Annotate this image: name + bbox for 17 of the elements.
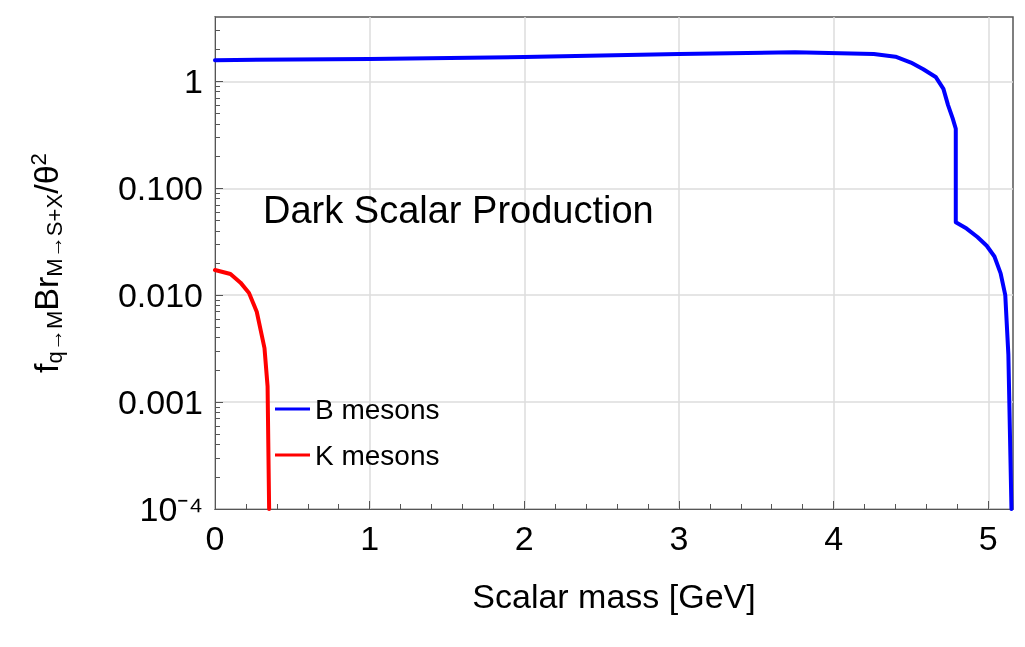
y-tick-label: 0.100 bbox=[117, 169, 203, 208]
x-tick-label: 0 bbox=[205, 519, 225, 557]
y-tick-label: 0.010 bbox=[117, 276, 203, 315]
legend-label: K mesons bbox=[315, 439, 440, 471]
y-tick-label: 1 bbox=[184, 62, 203, 101]
legend-label: B mesons bbox=[315, 393, 440, 425]
y-tick-label: 0.001 bbox=[117, 383, 203, 422]
y-tick-label: 10⁻⁴ bbox=[139, 490, 203, 528]
line-series bbox=[213, 268, 272, 511]
x-tick-label: 5 bbox=[978, 519, 998, 557]
x-axis-title: Scalar mass [GeV] bbox=[472, 577, 756, 615]
y-axis-title: fq→MBrM→S+X/θ2 bbox=[26, 153, 67, 373]
x-tick-label: 1 bbox=[360, 519, 380, 557]
x-tick-label: 3 bbox=[669, 519, 689, 557]
x-tick-label: 4 bbox=[824, 519, 844, 557]
x-tick-label: 2 bbox=[514, 519, 534, 557]
text: Dark Scalar Production bbox=[263, 189, 654, 231]
